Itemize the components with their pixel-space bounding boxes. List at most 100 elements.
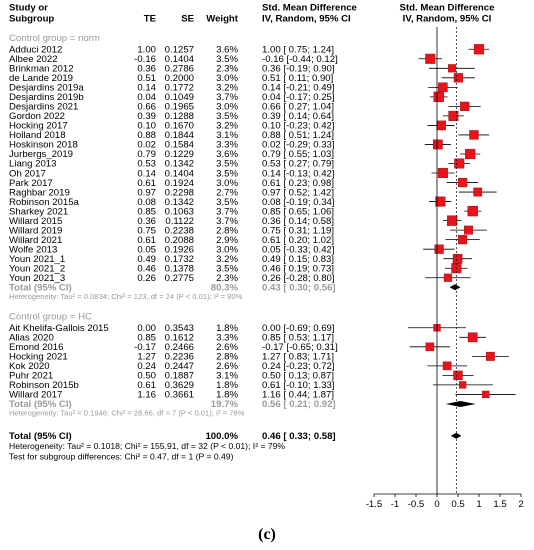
study-te: 0.14 — [137, 83, 156, 94]
study-name: Hocking 2021 — [9, 352, 68, 363]
study-name: Adduci 2012 — [9, 45, 62, 56]
header-plot: Std. Mean Difference — [400, 3, 495, 14]
study-ci: 0.75 [ 0.31; 1.19] — [262, 225, 334, 236]
study-se: 0.2088 — [165, 235, 194, 246]
study-ci: -0.17 [-0.65; 0.31] — [262, 342, 338, 353]
study-name: Wolfe 2013 — [9, 244, 57, 255]
study-te: 0.02 — [137, 140, 156, 151]
subgroup-difference-test: Test for subgroup differences: Chi² = 0.… — [9, 452, 234, 462]
study-se: 0.2447 — [165, 361, 194, 372]
study-ci: 0.36 [-0.19; 0.90] — [262, 64, 335, 75]
study-se: 0.1887 — [165, 371, 194, 382]
study-name: Kok 2020 — [9, 361, 50, 372]
study-ci: 0.51 [ 0.11; 0.90] — [262, 73, 333, 84]
effect-square — [425, 342, 435, 352]
study-ci: 0.36 [ 0.14; 0.58] — [262, 216, 334, 227]
study-ci: 0.53 [ 0.27; 0.79] — [262, 159, 334, 170]
study-se: 0.2000 — [165, 73, 194, 84]
effect-square — [473, 187, 483, 197]
overall-total-weight: 100.0% — [205, 431, 238, 442]
study-ci: 0.08 [-0.19; 0.34] — [262, 197, 335, 208]
header-md-method: IV, Random, 95% CI — [262, 14, 351, 25]
study-se: 0.1612 — [165, 333, 194, 344]
study-te: 0.79 — [137, 149, 156, 160]
effect-square — [436, 120, 446, 131]
study-se: 0.1772 — [165, 83, 194, 94]
study-weight: 3.7% — [216, 206, 238, 217]
study-name: Sharkey 2021 — [9, 206, 68, 217]
study-weight: 2.3% — [216, 273, 238, 284]
study-se: 0.1404 — [165, 168, 195, 179]
effect-square — [442, 361, 452, 371]
x-tick-label: -0.5 — [408, 499, 425, 510]
study-te: 0.08 — [137, 197, 156, 208]
study-te: 0.10 — [137, 121, 156, 132]
study-name: Albee 2022 — [9, 54, 58, 65]
x-tick-label: 2 — [518, 499, 523, 510]
study-weight: 3.7% — [216, 92, 238, 103]
effect-square — [425, 53, 436, 64]
overall-total-label: Total (95% CI) — [9, 431, 72, 442]
effect-square — [482, 390, 490, 399]
study-weight: 3.0% — [216, 244, 238, 255]
study-weight: 3.6% — [216, 45, 238, 56]
study-weight: 3.2% — [216, 83, 238, 94]
study-te: -0.17 — [134, 342, 156, 353]
study-name: Ait Khelifa-Gallois 2015 — [9, 323, 109, 334]
study-te: 0.51 — [137, 73, 156, 84]
study-weight: 3.7% — [216, 216, 238, 227]
subgroup-total-ci: 0.43 [ 0.30; 0.56] — [262, 283, 336, 294]
study-name: Youn 2021_3 — [9, 273, 65, 284]
study-se: 0.1229 — [165, 149, 194, 160]
x-tick-label: -1.5 — [366, 499, 383, 510]
subgroup-total-ci: 0.56 [ 0.21; 0.92] — [262, 399, 336, 410]
overall-heterogeneity: Heterogeneity: Tau² = 0.1018; Chi² = 155… — [9, 441, 285, 451]
study-name: Hocking 2017 — [9, 121, 68, 132]
figure-caption: (c) — [258, 526, 276, 543]
study-se: 0.1342 — [165, 197, 194, 208]
study-te: 0.88 — [137, 130, 156, 141]
study-weight: 3.0% — [216, 102, 238, 113]
study-weight: 2.9% — [216, 235, 238, 246]
study-se: 0.1049 — [165, 92, 194, 103]
study-te: 0.46 — [137, 263, 156, 274]
study-te: 0.61 — [137, 235, 156, 246]
study-name: Desjardins 2019a — [9, 83, 84, 94]
study-te: 0.49 — [137, 254, 156, 265]
study-weight: 3.3% — [216, 140, 238, 151]
study-te: 0.75 — [137, 225, 156, 236]
study-se: 0.3629 — [165, 380, 194, 391]
study-se: 0.1342 — [165, 159, 194, 170]
study-ci: -0.16 [-0.44; 0.12] — [262, 54, 338, 65]
study-ci: 0.14 [-0.21; 0.49] — [262, 83, 335, 94]
study-name: Desjardins 2019b — [9, 92, 84, 103]
study-ci: 0.00 [-0.69; 0.69] — [262, 323, 335, 334]
study-se: 0.1122 — [165, 216, 194, 227]
study-te: 0.24 — [137, 361, 156, 372]
study-name: Jurbergs_2019 — [9, 149, 73, 160]
study-se: 0.1844 — [165, 130, 195, 141]
study-te: -0.16 — [134, 54, 156, 65]
study-ci: 0.10 [-0.23; 0.42] — [262, 121, 335, 132]
study-te: 0.05 — [137, 244, 156, 255]
study-weight: 3.5% — [216, 263, 238, 274]
study-name: Brinkman 2012 — [9, 64, 74, 75]
effect-square — [454, 158, 465, 169]
study-se: 0.3543 — [165, 323, 194, 334]
study-name: Oh 2017 — [9, 168, 46, 179]
study-te: 0.36 — [137, 64, 156, 75]
x-tick-label: -1 — [391, 499, 400, 510]
study-ci: 0.61 [ 0.23; 0.98] — [262, 178, 334, 189]
study-se: 0.2775 — [165, 273, 194, 284]
effect-square — [438, 82, 448, 93]
effect-square — [465, 148, 476, 160]
overall-total-ci: 0.46 [ 0.33; 0.58] — [262, 431, 336, 442]
study-name: Puhr 2021 — [9, 371, 53, 382]
study-weight: 2.3% — [216, 64, 238, 75]
study-ci: 0.05 [-0.33; 0.42] — [262, 244, 335, 255]
study-weight: 3.1% — [216, 371, 238, 382]
study-te: 0.85 — [137, 333, 156, 344]
subgroup-diamond — [445, 400, 476, 407]
study-ci: 0.24 [-0.23; 0.72] — [262, 361, 335, 372]
effect-square — [467, 332, 478, 343]
